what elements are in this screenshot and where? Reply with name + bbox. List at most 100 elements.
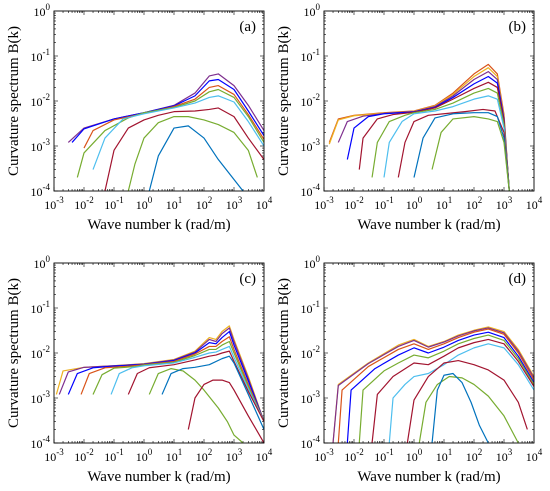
x-tick-label: 10-3 <box>44 447 64 464</box>
series-line-5 <box>358 81 510 191</box>
series-line-4 <box>76 88 264 178</box>
series-group <box>67 73 264 191</box>
series-line-6 <box>371 87 510 191</box>
x-tick-label: 10-1 <box>104 447 124 464</box>
x-tick-label: 100 <box>406 195 423 212</box>
plot-frame <box>323 262 535 444</box>
x-tick-label: 10-2 <box>344 447 364 464</box>
y-axis-label: Curvature spectrum B(k) <box>276 26 292 176</box>
y-tick-label: 10-2 <box>31 344 51 361</box>
x-tick-label: 10-2 <box>74 195 94 212</box>
x-tick-label: 10-3 <box>314 447 334 464</box>
x-tick-label: 10-2 <box>344 195 364 212</box>
x-tick-label: 103 <box>226 447 243 464</box>
series-line-8 <box>148 125 244 191</box>
panel-label: (d) <box>509 271 527 287</box>
x-tick-label: 10-3 <box>314 195 334 212</box>
x-tick-label: 100 <box>406 447 423 464</box>
series-line-10 <box>431 372 489 443</box>
series-line-5 <box>358 334 534 443</box>
series-line-3 <box>83 84 264 149</box>
series-line-6 <box>110 345 264 422</box>
series-line-8 <box>406 359 528 443</box>
x-tick-label: 102 <box>196 195 213 212</box>
series-line-3 <box>67 330 264 422</box>
panel-label: (b) <box>509 19 527 35</box>
x-tick-label: 101 <box>166 195 183 212</box>
x-axis-label: Wave number k (rad/m) <box>87 469 230 485</box>
y-tick-label: 10-2 <box>301 344 321 361</box>
y-tick-label: 10-4 <box>301 434 321 451</box>
x-tick-label: 10-3 <box>44 195 64 212</box>
x-tick-label: 104 <box>256 447 273 464</box>
x-tick-label: 100 <box>136 447 153 464</box>
series-line-3 <box>337 328 534 443</box>
y-tick-label: 100 <box>304 254 321 271</box>
y-tick-label: 100 <box>34 2 51 19</box>
series-line-9 <box>161 355 264 430</box>
series-line-8 <box>148 368 244 443</box>
y-tick-label: 10-1 <box>301 47 321 64</box>
x-tick-label: 104 <box>526 195 543 212</box>
plot-frame <box>53 10 265 192</box>
series-line-2 <box>71 78 264 143</box>
series-line-6 <box>371 338 534 443</box>
x-tick-label: 10-1 <box>374 447 394 464</box>
series-line-7 <box>388 343 534 443</box>
series-line-4 <box>346 75 510 191</box>
y-tick-label: 10-2 <box>301 92 321 109</box>
x-tick-label: 103 <box>496 447 513 464</box>
x-axis-label: Wave number k (rad/m) <box>357 217 500 233</box>
x-tick-label: 101 <box>166 447 183 464</box>
panel-a: 10-3 10-2 10-1 100 101 102 103 10410-410-310-21… <box>6 2 273 233</box>
y-axis-label: Curvature spectrum B(k) <box>6 278 22 428</box>
y-tick-label: 10-4 <box>31 434 51 451</box>
x-tick-label: 103 <box>226 195 243 212</box>
x-axis-label: Wave number k (rad/m) <box>357 469 500 485</box>
x-tick-label: 103 <box>496 195 513 212</box>
x-tick-label: 10-1 <box>374 195 394 212</box>
panel-d: 10-3 10-2 10-1 100 101 102 103 10410-410-310-21… <box>276 254 543 485</box>
y-axis-label: Curvature spectrum B(k) <box>276 278 292 428</box>
series-line-9 <box>418 375 519 443</box>
x-tick-label: 101 <box>436 195 453 212</box>
y-tick-label: 10-3 <box>301 389 321 406</box>
x-tick-label: 10-2 <box>74 447 94 464</box>
series-line-5 <box>92 340 264 422</box>
series-line-9 <box>413 112 510 191</box>
y-tick-label: 10-1 <box>301 299 321 316</box>
x-tick-label: 102 <box>196 447 213 464</box>
series-line-4 <box>80 336 264 422</box>
plot-frame <box>323 10 535 192</box>
series-line-8 <box>397 108 510 191</box>
plot-frame <box>53 262 265 444</box>
y-axis-label: Curvature spectrum B(k) <box>6 26 22 176</box>
series-line-7 <box>127 350 264 422</box>
series-line-2 <box>58 327 264 422</box>
y-tick-label: 10-1 <box>31 47 51 64</box>
y-tick-label: 100 <box>304 2 321 19</box>
panel-c: 10-3 10-2 10-1 100 101 102 103 10410-410-310-21… <box>6 254 273 485</box>
series-line-2 <box>332 327 534 443</box>
series-group <box>332 326 534 443</box>
x-tick-label: 104 <box>256 195 273 212</box>
x-axis-label: Wave number k (rad/m) <box>87 217 230 233</box>
x-tick-label: 102 <box>466 447 483 464</box>
y-tick-label: 10-4 <box>301 182 321 199</box>
series-line-7 <box>383 95 510 191</box>
y-tick-label: 10-3 <box>301 137 321 154</box>
series-line-5 <box>92 95 264 170</box>
series-line-10 <box>431 116 510 191</box>
x-tick-label: 10-1 <box>104 195 124 212</box>
y-tick-label: 10-2 <box>31 92 51 109</box>
y-tick-label: 10-3 <box>31 137 51 154</box>
x-tick-label: 101 <box>436 447 453 464</box>
series-group <box>328 63 510 191</box>
y-tick-label: 10-4 <box>31 182 51 199</box>
series-line-10 <box>187 379 264 443</box>
series-line-6 <box>104 107 264 191</box>
panel-b: 10-3 10-2 10-1 100 101 102 103 10410-410-310-21… <box>276 2 543 233</box>
series-group <box>55 325 264 443</box>
y-tick-label: 10-3 <box>31 389 51 406</box>
